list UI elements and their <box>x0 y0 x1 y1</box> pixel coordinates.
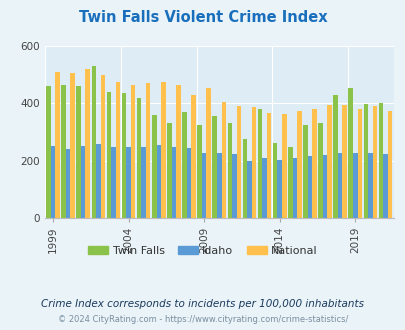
Bar <box>367 152 372 218</box>
Bar <box>151 115 156 218</box>
Bar <box>81 146 85 218</box>
Bar <box>161 82 165 218</box>
Bar <box>277 160 281 218</box>
Bar <box>85 69 90 218</box>
Bar <box>122 92 126 218</box>
Bar <box>262 158 266 218</box>
Bar <box>318 123 322 218</box>
Bar <box>96 144 100 218</box>
Bar <box>111 147 115 218</box>
Bar <box>363 104 367 218</box>
Bar <box>197 125 201 218</box>
Bar <box>107 92 111 218</box>
Bar <box>167 123 171 218</box>
Bar <box>372 106 376 218</box>
Legend: Twin Falls, Idaho, National: Twin Falls, Idaho, National <box>83 241 322 260</box>
Bar <box>156 146 161 218</box>
Bar <box>257 109 262 218</box>
Bar <box>242 139 247 218</box>
Bar <box>287 147 292 218</box>
Bar <box>337 152 341 218</box>
Bar <box>227 123 232 218</box>
Bar <box>307 156 311 218</box>
Bar <box>311 109 316 218</box>
Bar <box>115 82 120 218</box>
Bar <box>141 147 145 218</box>
Bar <box>322 155 326 218</box>
Bar <box>216 152 221 218</box>
Bar <box>201 152 206 218</box>
Bar <box>281 114 286 218</box>
Bar <box>382 154 387 218</box>
Bar <box>387 111 391 218</box>
Bar <box>61 85 66 218</box>
Text: Crime Index corresponds to incidents per 100,000 inhabitants: Crime Index corresponds to incidents per… <box>41 299 364 309</box>
Bar <box>91 66 96 218</box>
Bar <box>70 73 75 218</box>
Bar <box>347 88 352 218</box>
Bar <box>126 147 130 218</box>
Bar <box>236 106 241 218</box>
Bar <box>326 105 331 218</box>
Bar <box>55 72 60 218</box>
Bar <box>357 109 361 218</box>
Bar <box>46 86 51 218</box>
Bar <box>186 148 191 218</box>
Bar <box>303 125 307 218</box>
Bar <box>176 85 180 218</box>
Bar <box>251 107 256 218</box>
Bar <box>247 161 251 218</box>
Bar <box>206 88 211 218</box>
Bar <box>51 146 55 218</box>
Bar <box>130 85 135 218</box>
Bar <box>232 154 236 218</box>
Bar <box>212 116 216 218</box>
Bar <box>100 75 105 218</box>
Bar <box>352 152 357 218</box>
Bar <box>378 103 382 218</box>
Bar <box>272 144 277 218</box>
Bar <box>296 111 301 218</box>
Bar <box>145 83 150 218</box>
Bar <box>191 95 195 218</box>
Bar <box>76 86 81 218</box>
Bar <box>171 147 176 218</box>
Bar <box>333 95 337 218</box>
Bar <box>341 105 346 218</box>
Bar <box>136 98 141 218</box>
Bar <box>266 114 271 218</box>
Bar <box>182 112 186 218</box>
Text: © 2024 CityRating.com - https://www.cityrating.com/crime-statistics/: © 2024 CityRating.com - https://www.city… <box>58 315 347 324</box>
Text: Twin Falls Violent Crime Index: Twin Falls Violent Crime Index <box>79 10 326 25</box>
Bar <box>292 158 296 218</box>
Bar <box>66 148 70 218</box>
Bar <box>221 102 226 218</box>
